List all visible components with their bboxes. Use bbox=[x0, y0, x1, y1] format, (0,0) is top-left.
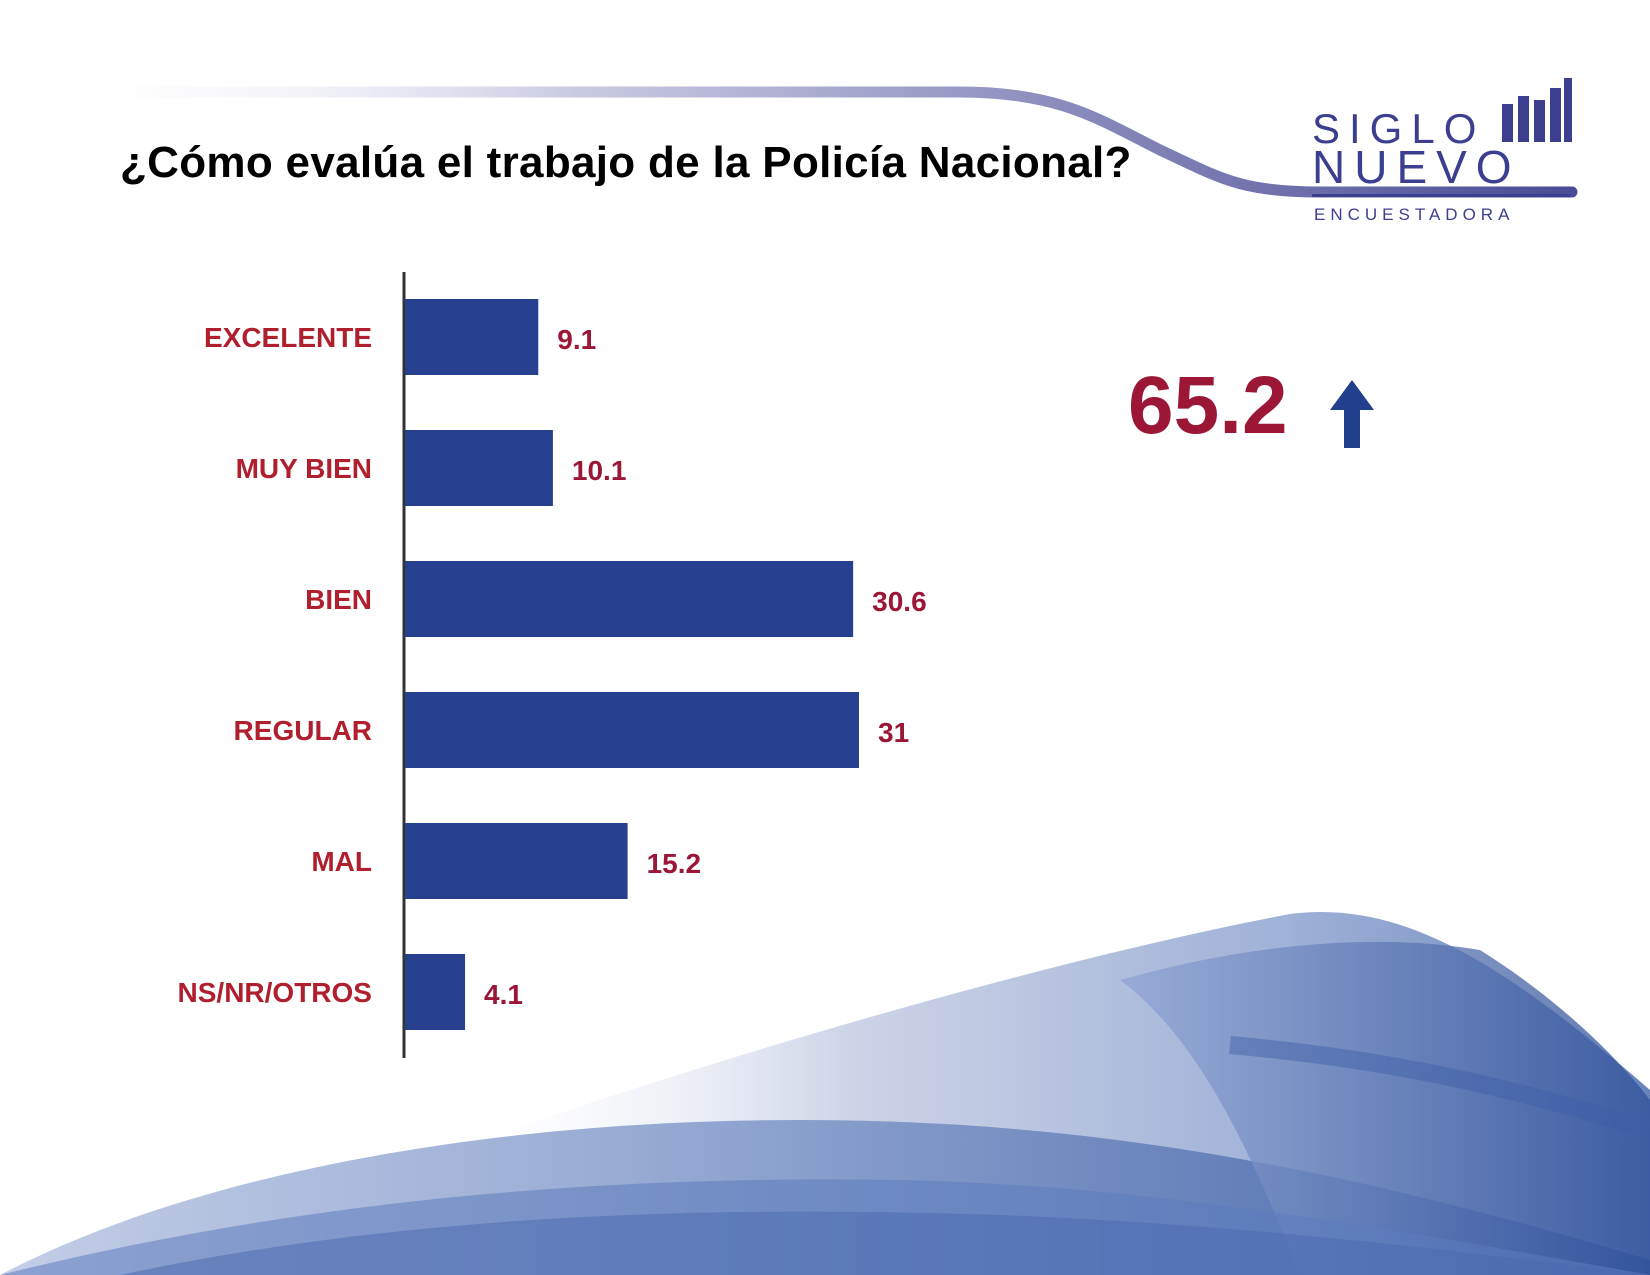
logo-text-siglo: SIGLO bbox=[1312, 105, 1486, 152]
bar-muy-bien bbox=[405, 430, 553, 506]
category-label: EXCELENTE bbox=[204, 322, 372, 353]
category-label: MAL bbox=[311, 846, 372, 877]
bar-mal bbox=[405, 823, 628, 899]
category-label: NS/NR/OTROS bbox=[178, 977, 372, 1008]
value-label: 9.1 bbox=[557, 324, 596, 355]
bar-regular bbox=[405, 692, 859, 768]
bar-bien bbox=[405, 561, 854, 637]
category-label: REGULAR bbox=[234, 715, 372, 746]
siglo-nuevo-logo: SIGLO NUEVO ENCUESTADORA bbox=[1310, 78, 1572, 230]
category-label: MUY BIEN bbox=[236, 453, 372, 484]
value-label: 4.1 bbox=[484, 979, 523, 1010]
total-positive-value: 65.2 bbox=[1128, 360, 1288, 451]
bar-excelente bbox=[405, 299, 539, 375]
value-label: 31 bbox=[878, 717, 909, 748]
bar-chart-logo-icon bbox=[1502, 78, 1572, 142]
up-arrow-icon bbox=[1330, 380, 1374, 448]
logo-text-encuestadora: ENCUESTADORA bbox=[1314, 205, 1515, 224]
bar-ns-nr-otros bbox=[405, 954, 466, 1030]
logo-text-nuevo: NUEVO bbox=[1312, 141, 1521, 193]
value-label: 10.1 bbox=[572, 455, 627, 486]
value-label: 15.2 bbox=[647, 848, 702, 879]
category-label: BIEN bbox=[305, 584, 372, 615]
value-label: 30.6 bbox=[872, 586, 927, 617]
page-title: ¿Cómo evalúa el trabajo de la Policía Na… bbox=[120, 138, 1132, 187]
logo-divider bbox=[1312, 194, 1570, 197]
